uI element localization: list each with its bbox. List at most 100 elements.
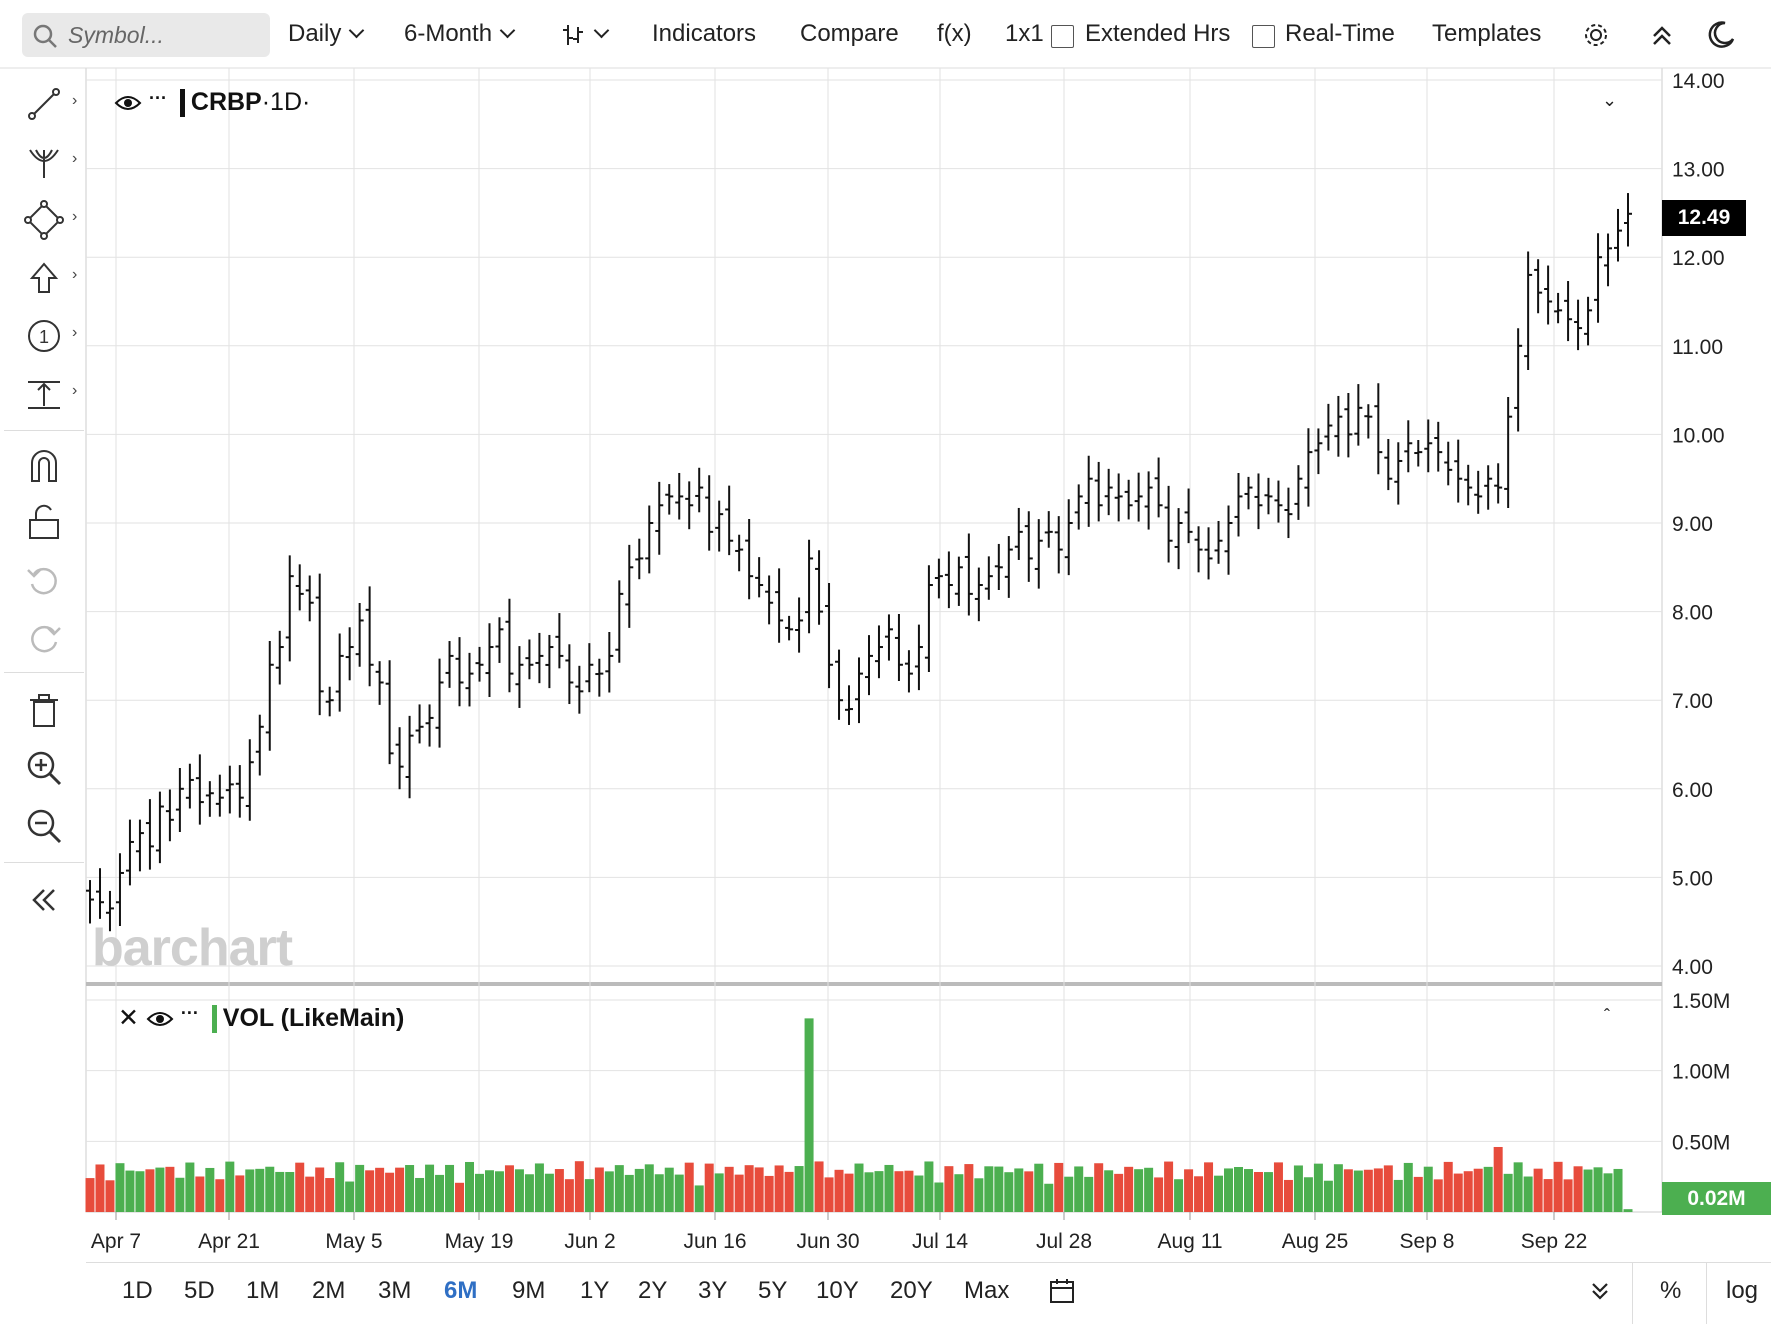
pitchfork-tool-icon[interactable] — [24, 142, 64, 182]
annotation-number-icon[interactable]: 1 — [24, 316, 64, 356]
range-10y[interactable]: 10Y — [816, 1277, 859, 1304]
range-9m[interactable]: 9M — [512, 1277, 546, 1304]
range-max[interactable]: Max — [964, 1277, 1010, 1304]
ohlc-bar — [1114, 473, 1123, 522]
indicators-button[interactable]: Indicators — [652, 20, 757, 47]
range-1d[interactable]: 1D — [122, 1277, 153, 1304]
collapse-left-icon[interactable] — [24, 880, 64, 920]
ohlc-bar — [1124, 479, 1133, 520]
volume-bar — [774, 1165, 784, 1212]
chevron-up-icon[interactable]: ˆ — [1604, 1006, 1610, 1026]
ohlc-bar — [1544, 265, 1553, 325]
zoom-in-icon[interactable] — [24, 748, 64, 788]
volume-bar — [115, 1163, 125, 1212]
symbol-input[interactable] — [66, 19, 260, 51]
ohlc-bar — [1014, 507, 1023, 560]
symbol-search[interactable] — [22, 13, 270, 57]
more-icon[interactable]: ··· — [180, 1003, 199, 1023]
chevron-right-icon[interactable]: › — [72, 208, 78, 225]
arrow-tool-icon[interactable] — [24, 258, 64, 298]
ohlc-bar — [805, 539, 814, 634]
volume-bar — [684, 1162, 694, 1212]
chevron-right-icon[interactable]: › — [72, 92, 78, 109]
undo-icon[interactable] — [24, 560, 64, 600]
range-5y[interactable]: 5Y — [758, 1277, 788, 1304]
log-toggle[interactable]: log — [1726, 1277, 1759, 1304]
ohlc-bar — [295, 564, 304, 611]
extended-hrs-checkbox[interactable] — [1051, 25, 1074, 48]
chevron-right-icon[interactable]: › — [72, 266, 78, 283]
volume-bar — [235, 1175, 245, 1212]
range-6m[interactable]: 6M — [444, 1277, 478, 1304]
chevron-right-icon[interactable]: › — [72, 382, 78, 399]
volume-bar — [315, 1167, 325, 1212]
ohlc-bar — [1134, 472, 1143, 522]
range-1y[interactable]: 1Y — [580, 1277, 610, 1304]
double-chevron-down-icon[interactable] — [1588, 1279, 1612, 1303]
range-bar: 1D 5D 1M 2M 3M 6M 9M 1Y 2Y 3Y 5Y 10Y 20Y… — [86, 1262, 1771, 1324]
unlock-icon[interactable] — [24, 502, 64, 542]
range-3y[interactable]: 3Y — [698, 1277, 728, 1304]
ohlc-bar — [1504, 396, 1513, 508]
chevron-right-icon[interactable]: › — [72, 324, 78, 341]
volume-bar — [335, 1162, 345, 1212]
ohlc-bar — [1344, 392, 1353, 458]
volume-bar — [1234, 1167, 1244, 1212]
ohlc-bar — [1444, 441, 1453, 486]
templates-button[interactable]: Templates — [1432, 20, 1542, 47]
gear-icon[interactable] — [1581, 20, 1611, 50]
range-2y[interactable]: 2Y — [638, 1277, 668, 1304]
price-tick-label: 4.00 — [1672, 956, 1713, 979]
trendline-tool-icon[interactable] — [24, 84, 64, 124]
ohlc-bar — [745, 518, 754, 600]
percent-toggle[interactable]: % — [1660, 1277, 1682, 1304]
magnet-icon[interactable] — [24, 445, 64, 485]
legend-color-bar — [179, 89, 185, 118]
ohlc-bar — [795, 597, 804, 653]
ohlc-bar — [1004, 536, 1013, 598]
volume-bar — [724, 1166, 734, 1212]
volume-bar — [305, 1176, 315, 1212]
fx-button[interactable]: f(x) — [937, 20, 972, 47]
collapse-up-icon[interactable] — [1648, 22, 1676, 50]
period-dropdown[interactable]: 6-Month — [404, 18, 516, 50]
real-time-checkbox[interactable] — [1252, 25, 1275, 48]
zoom-out-icon[interactable] — [24, 806, 64, 846]
calendar-icon[interactable] — [1048, 1277, 1076, 1305]
ohlc-bar — [984, 556, 993, 600]
interval-dropdown[interactable]: Daily — [288, 18, 365, 50]
dark-mode-icon[interactable] — [1705, 19, 1737, 51]
volume-bar — [614, 1165, 624, 1212]
trash-icon[interactable] — [24, 690, 64, 730]
shape-tool-icon[interactable] — [24, 200, 64, 240]
chevron-right-icon[interactable]: › — [72, 150, 78, 167]
close-icon[interactable]: ✕ — [118, 1004, 139, 1032]
more-icon[interactable]: ··· — [148, 88, 167, 108]
eye-icon[interactable] — [114, 93, 142, 113]
range-20y[interactable]: 20Y — [890, 1277, 933, 1304]
extended-hrs-label[interactable]: Extended Hrs — [1085, 20, 1231, 47]
measure-tool-icon[interactable] — [24, 374, 64, 414]
price-tick-label: 11.00 — [1672, 336, 1723, 359]
chart-area[interactable]: 4.00 5.00 6.00 7.00 8.00 9.00 10.00 11.00 12.00 1… — [0, 0, 1771, 1262]
chevron-down-icon[interactable]: ⌄ — [1602, 90, 1618, 110]
chart-type-dropdown[interactable] — [560, 18, 610, 50]
range-1m[interactable]: 1M — [246, 1277, 280, 1304]
range-3m[interactable]: 3M — [378, 1277, 412, 1304]
ohlc-bar — [1224, 505, 1233, 575]
redo-icon[interactable] — [24, 618, 64, 658]
ohlc-bar — [655, 481, 664, 555]
ohlc-bar — [1274, 480, 1283, 523]
range-2m[interactable]: 2M — [312, 1277, 346, 1304]
ohlc-bar — [1484, 465, 1493, 510]
layout-button[interactable]: 1x1 — [1005, 20, 1044, 47]
compare-button[interactable]: Compare — [800, 20, 899, 47]
volume-bar — [125, 1170, 135, 1212]
eye-icon[interactable] — [146, 1009, 174, 1029]
real-time-label[interactable]: Real-Time — [1285, 20, 1395, 47]
volume-bar — [195, 1176, 205, 1212]
range-5d[interactable]: 5D — [184, 1277, 215, 1304]
volume-bar — [385, 1172, 395, 1212]
ohlc-bar — [1414, 439, 1423, 467]
volume-bar — [734, 1174, 744, 1212]
